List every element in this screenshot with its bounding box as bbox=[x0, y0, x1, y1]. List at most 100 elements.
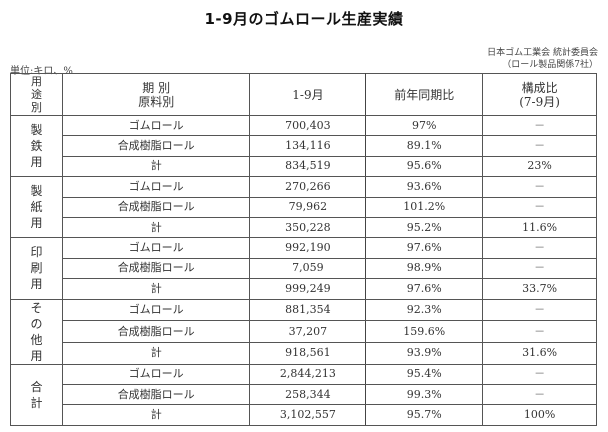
material-cell: ゴムロール bbox=[61, 176, 251, 198]
use-category: 印刷用 bbox=[10, 237, 63, 300]
table-row: その他用ゴムロール 881,354 92.3% － bbox=[10, 298, 597, 365]
header-share-title: 構成比 bbox=[521, 80, 558, 95]
table-row: 合成樹脂ロール 134,116 89.1% － bbox=[11, 135, 597, 157]
document-title: 1-9月のゴムロール生産実績 bbox=[204, 10, 404, 28]
yoy-cell: 95.7% bbox=[365, 404, 484, 426]
use-category-char: 紙 bbox=[30, 200, 43, 215]
material-cell: 合成樹脂ロール bbox=[61, 196, 251, 218]
value-cell: 918,561 bbox=[249, 341, 367, 365]
value-cell: 700,403 bbox=[249, 114, 367, 137]
material-cell: 計 bbox=[61, 278, 251, 300]
material-cell: 計 bbox=[61, 341, 251, 365]
share-cell: － bbox=[482, 135, 597, 157]
value-cell: 134,116 bbox=[249, 135, 367, 157]
yoy-cell: 97% bbox=[365, 114, 484, 137]
use-category-char: 他 bbox=[30, 332, 43, 347]
material-cell: ゴムロール bbox=[61, 363, 251, 385]
yoy-cell: 101.2% bbox=[365, 196, 484, 218]
value-cell: 79,962 bbox=[249, 196, 367, 218]
value-cell: 7,059 bbox=[249, 257, 367, 280]
header-yoy: 前年同期比 bbox=[365, 73, 484, 116]
share-cell: － bbox=[482, 237, 597, 259]
material-cell: 合成樹脂ロール bbox=[61, 257, 251, 280]
use-category-char: 用 bbox=[30, 155, 43, 170]
header-material: 原料別 bbox=[138, 94, 175, 109]
use-category-char: 合 bbox=[30, 379, 43, 394]
use-category-char: 計 bbox=[30, 395, 43, 410]
table-row: 計 999,249 97.6% 33.7% bbox=[11, 278, 597, 300]
table-row: 計 350,228 95.2% 11.6% bbox=[11, 216, 597, 239]
value-cell: 2,844,213 bbox=[249, 363, 367, 385]
use-category: 合計 bbox=[10, 363, 63, 426]
table-row: 計 3,102,557 95.7% 100% bbox=[11, 404, 597, 426]
yoy-cell: 99.3% bbox=[365, 383, 484, 406]
material-cell: ゴムロール bbox=[61, 237, 251, 259]
share-cell: － bbox=[482, 363, 597, 385]
table-row: 合成樹脂ロール 37,207 159.6% － bbox=[11, 320, 597, 343]
yoy-cell: 95.4% bbox=[365, 363, 484, 385]
yoy-cell: 93.9% bbox=[365, 341, 484, 365]
use-category-char: 用 bbox=[30, 348, 43, 363]
header-period: 期 別 bbox=[142, 80, 171, 95]
material-cell: 合成樹脂ロール bbox=[61, 383, 251, 406]
yoy-cell: 95.2% bbox=[365, 216, 484, 239]
yoy-cell: 89.1% bbox=[365, 135, 484, 157]
share-cell: － bbox=[482, 176, 597, 198]
yoy-cell: 92.3% bbox=[365, 298, 484, 322]
source-attribution: 日本ゴム工業会 統計委員会 （ロール製品関係7社） bbox=[487, 47, 598, 71]
table-row: 合成樹脂ロール 79,962 101.2% － bbox=[11, 196, 597, 218]
use-category: その他用 bbox=[10, 298, 63, 365]
header-use: 用 途 別 bbox=[10, 73, 63, 116]
share-cell: 100% bbox=[482, 404, 597, 426]
table-row: 合計ゴムロール 2,844,213 95.4% － bbox=[10, 363, 597, 426]
share-cell: － bbox=[482, 298, 597, 322]
unit-label: 単位:キロ、% bbox=[10, 66, 73, 77]
value-cell: 258,344 bbox=[249, 383, 367, 406]
table-row: 合成樹脂ロール 7,059 98.9% － bbox=[11, 257, 597, 280]
use-category-char: 用 bbox=[30, 216, 43, 231]
share-cell: － bbox=[482, 114, 597, 137]
material-cell: 合成樹脂ロール bbox=[61, 135, 251, 157]
yoy-cell: 97.6% bbox=[365, 278, 484, 300]
table-row: 計 918,561 93.9% 31.6% bbox=[11, 341, 597, 365]
value-cell: 834,519 bbox=[249, 155, 367, 178]
material-cell: ゴムロール bbox=[61, 298, 251, 322]
table-row: 印刷用ゴムロール 992,190 97.6% － bbox=[10, 237, 597, 300]
header-use-char: 用 bbox=[30, 75, 42, 88]
use-category-char: 用 bbox=[30, 277, 43, 292]
use-category-char: 製 bbox=[30, 184, 43, 199]
production-table: 用 途 別 期 別 原料別 1-9月 前年同期比 構成比 (7-9月) 製鉄用ゴ… bbox=[10, 73, 597, 426]
use-category-char: そ bbox=[30, 300, 43, 315]
header-period-material: 期 別 原料別 bbox=[61, 73, 251, 116]
share-cell: 23% bbox=[482, 155, 597, 178]
share-cell: 11.6% bbox=[482, 216, 597, 239]
source-note: （ロール製品関係7社） bbox=[502, 60, 598, 70]
share-cell: 33.7% bbox=[482, 278, 597, 300]
table-row: 合成樹脂ロール 258,344 99.3% － bbox=[11, 383, 597, 406]
header-use-char: 途 bbox=[30, 88, 42, 101]
share-cell: － bbox=[482, 320, 597, 343]
yoy-cell: 97.6% bbox=[365, 237, 484, 259]
table-row: 製紙用ゴムロール 270,266 93.6% － bbox=[10, 176, 597, 239]
header-share-period: (7-9月) bbox=[519, 94, 560, 109]
value-cell: 350,228 bbox=[249, 216, 367, 239]
material-cell: 合成樹脂ロール bbox=[61, 320, 251, 343]
use-category: 製紙用 bbox=[10, 176, 63, 239]
share-cell: － bbox=[482, 257, 597, 280]
yoy-cell: 95.6% bbox=[365, 155, 484, 178]
use-category-char: 製 bbox=[30, 123, 43, 138]
yoy-cell: 93.6% bbox=[365, 176, 484, 198]
header-use-char: 別 bbox=[30, 101, 42, 114]
value-cell: 37,207 bbox=[249, 320, 367, 343]
material-cell: 計 bbox=[61, 155, 251, 178]
yoy-cell: 98.9% bbox=[365, 257, 484, 280]
table-header-row: 用 途 別 期 別 原料別 1-9月 前年同期比 構成比 (7-9月) bbox=[10, 73, 597, 116]
header-share: 構成比 (7-9月) bbox=[482, 73, 597, 116]
table-row: 製鉄用ゴムロール 700,403 97% － bbox=[10, 114, 597, 178]
use-category: 製鉄用 bbox=[10, 114, 63, 178]
value-cell: 999,249 bbox=[249, 278, 367, 300]
source-org: 日本ゴム工業会 統計委員会 bbox=[487, 48, 598, 58]
value-cell: 992,190 bbox=[249, 237, 367, 259]
material-cell: 計 bbox=[61, 216, 251, 239]
material-cell: ゴムロール bbox=[61, 114, 251, 137]
